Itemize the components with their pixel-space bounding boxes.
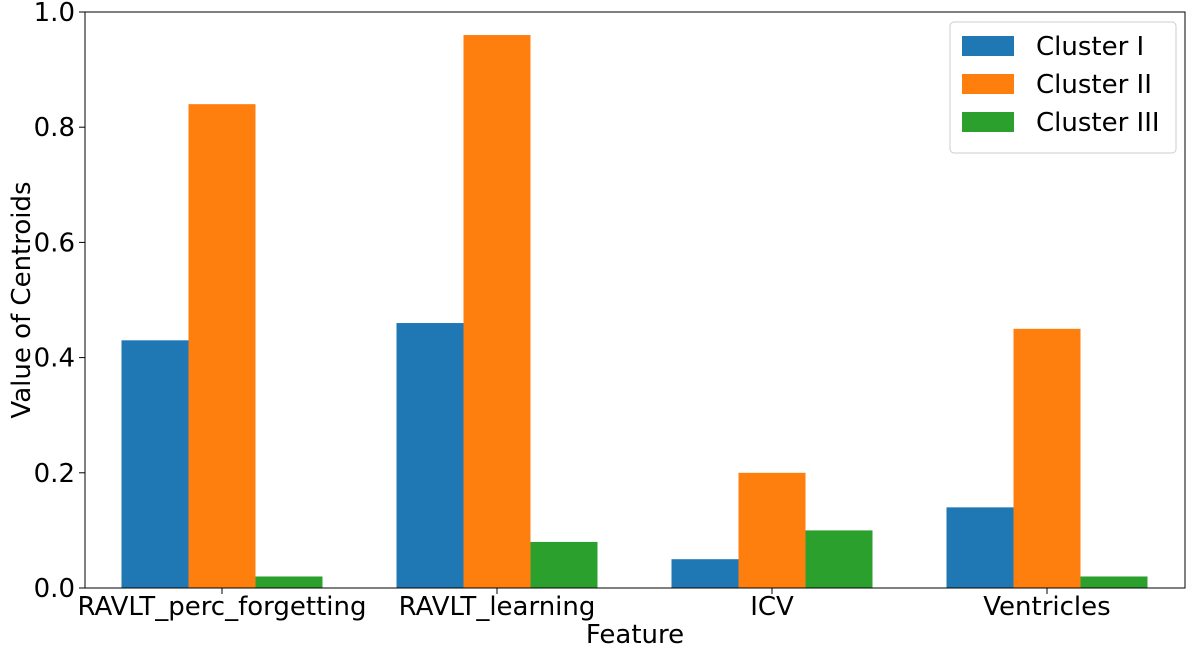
y-tick-label: 0.8 <box>34 113 75 143</box>
y-tick-label: 1.0 <box>34 0 75 28</box>
bar-cluster-i-ravlt-perc-forgetting <box>121 340 189 588</box>
bars-group <box>121 35 1148 589</box>
bar-cluster-ii-ravlt-learning <box>463 35 531 589</box>
x-tick-label: RAVLT_learning <box>399 592 596 622</box>
x-axis: RAVLT_perc_forgetting RAVLT_learning ICV Ve… <box>77 588 1111 622</box>
y-tick-label: 0.6 <box>34 228 75 258</box>
bar-cluster-ii-ventricles <box>1013 328 1081 588</box>
legend-swatch <box>962 74 1014 94</box>
bar-cluster-iii-ravlt-learning <box>530 541 598 588</box>
x-tick-label: RAVLT_perc_forgetting <box>77 592 366 622</box>
plot-frame <box>84 11 1186 589</box>
bar-cluster-iii-ravlt-perc-forgetting <box>255 576 323 588</box>
x-tick-label: ICV <box>750 592 794 622</box>
legend-label: Cluster I <box>1036 32 1144 62</box>
legend-swatch <box>962 36 1014 56</box>
y-tick-label: 0.4 <box>34 344 75 374</box>
legend: Cluster I Cluster II Cluster III <box>949 21 1177 154</box>
bar-cluster-iii-icv <box>805 530 873 588</box>
legend-label: Cluster III <box>1036 108 1160 138</box>
bar-cluster-i-icv <box>671 559 739 588</box>
x-axis-title: Feature <box>586 620 684 649</box>
y-axis: 0.0 0.2 0.4 0.6 0.8 1.0 <box>34 0 85 604</box>
bar-cluster-iii-ventricles <box>1080 576 1148 588</box>
bar-cluster-ii-icv <box>738 472 806 588</box>
x-tick-label: Ventricles <box>983 592 1110 622</box>
y-tick-label: 0.0 <box>34 574 75 604</box>
legend-label: Cluster II <box>1036 70 1152 100</box>
y-axis-title: Value of Centroids <box>7 181 37 418</box>
bar-cluster-ii-ravlt-perc-forgetting <box>188 104 256 588</box>
legend-swatch <box>962 112 1014 132</box>
bar-cluster-i-ravlt-learning <box>396 323 464 588</box>
bar-cluster-i-ventricles <box>946 507 1014 588</box>
y-tick-label: 0.2 <box>34 459 75 489</box>
